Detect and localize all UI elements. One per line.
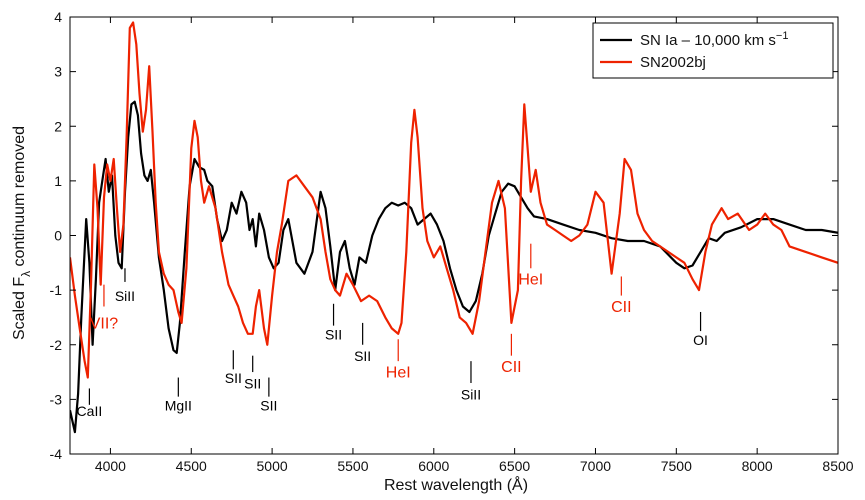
y-tick-label: -2 — [50, 337, 63, 353]
annotation-label: CaII — [77, 403, 103, 419]
y-axis-title-main: Scaled F — [11, 277, 28, 340]
annotation-label: SII — [260, 397, 277, 413]
series-line-1 — [70, 21, 838, 379]
legend: SN Ia – 10,000 km s−1 SN2002bj — [592, 22, 834, 79]
x-tick-label: 8500 — [822, 458, 853, 474]
y-axis-title-suffix: continuum removed — [11, 126, 28, 271]
legend-box — [592, 22, 834, 79]
x-axis-title: Rest wavelength (Å) — [384, 475, 528, 494]
annotation-label: CII — [501, 359, 521, 376]
annotation-label: SiII — [461, 386, 481, 402]
y-tick-label: -1 — [50, 282, 63, 298]
legend-label-0: SN Ia – 10,000 km s−1 — [640, 30, 788, 49]
x-tick-label: 6000 — [418, 458, 449, 474]
x-tick-label: 5000 — [257, 458, 288, 474]
y-tick-label: -4 — [50, 446, 63, 462]
y-tick-label: 3 — [54, 64, 62, 80]
y-tick-label: 1 — [54, 173, 62, 189]
x-tick-label: 4500 — [176, 458, 207, 474]
annotation-label: OI — [693, 332, 708, 348]
x-tick-label: 6500 — [499, 458, 530, 474]
x-tick-label: 5500 — [337, 458, 368, 474]
x-tick-label: 7000 — [580, 458, 611, 474]
annotation-label: HeI — [518, 272, 543, 289]
annotation-label: SII — [225, 370, 242, 386]
legend-label-1: SN2002bj — [640, 54, 706, 71]
y-tick-label: -3 — [50, 391, 63, 407]
annotation-label: CII — [611, 299, 631, 316]
x-tick-label: 8000 — [742, 458, 773, 474]
annotation-label: SII — [244, 375, 261, 391]
y-axis-title: Scaled Fλ continuum removed — [11, 126, 33, 340]
annotation-label: SII — [325, 326, 342, 342]
x-tick-label: 7500 — [661, 458, 692, 474]
annotation-label: VII? — [90, 315, 119, 332]
x-tick-label: 4000 — [95, 458, 126, 474]
y-axis-title-sub: λ — [19, 271, 33, 277]
annotation-label: SII — [354, 348, 371, 364]
annotation-label: HeI — [386, 365, 411, 382]
y-tick-label: 2 — [54, 118, 62, 134]
y-tick-label: 0 — [54, 228, 62, 244]
series-line-0 — [70, 100, 838, 434]
annotation-label: SiII — [115, 288, 135, 304]
y-tick-label: 4 — [54, 9, 62, 25]
annotation-label: MgII — [165, 397, 192, 413]
